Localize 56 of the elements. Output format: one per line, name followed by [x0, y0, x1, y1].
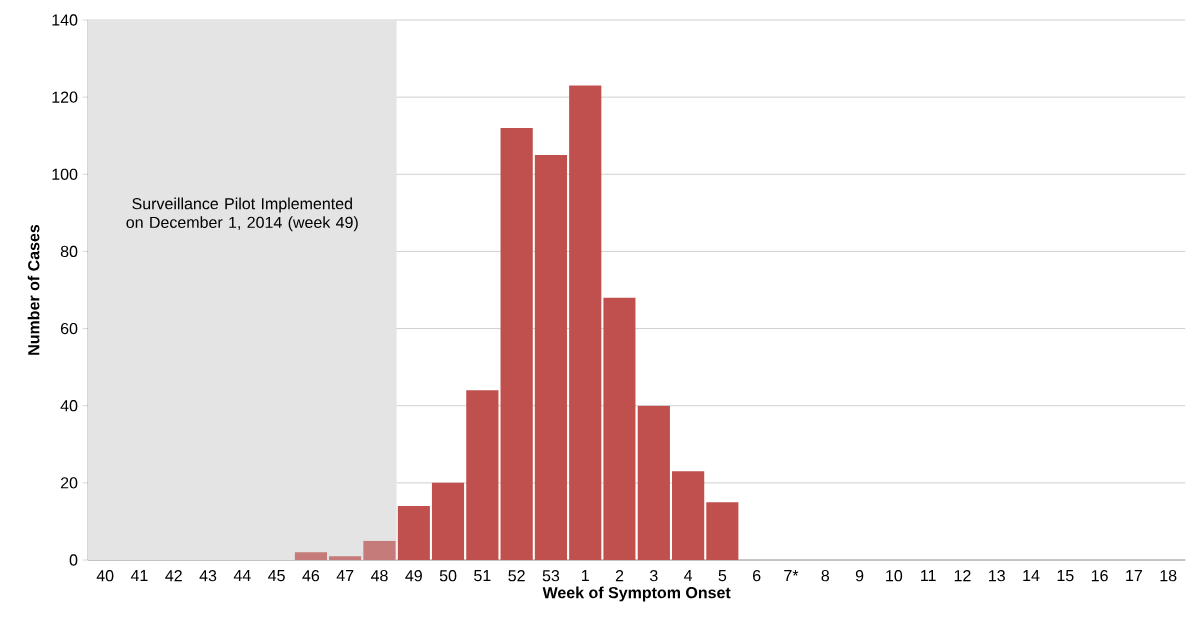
bar	[534, 155, 568, 561]
x-tick-label: 53	[542, 570, 560, 582]
x-tick-label: 15	[1057, 570, 1074, 582]
x-tick-label: 45	[268, 570, 285, 582]
x-tick-label: 13	[989, 570, 1005, 582]
bar	[431, 483, 465, 561]
bar	[671, 471, 705, 561]
x-tick-label: 2	[615, 570, 624, 582]
bar	[500, 128, 533, 561]
y-tick-label: 0	[69, 554, 78, 566]
y-tick-label: 100	[52, 168, 78, 181]
band-label: Surveillance Pilot Implemented on December 1, 2014 (week 49)	[126, 197, 358, 232]
y-axis-title: Number of Cases	[27, 225, 40, 355]
x-tick-label: 14	[1023, 570, 1040, 582]
x-tick-label: 8	[821, 570, 830, 582]
bar	[363, 540, 396, 561]
x-tick-label: 46	[302, 570, 320, 582]
y-tick-label: 40	[60, 400, 78, 412]
x-tick-label: 17	[1126, 570, 1142, 582]
x-tick-label: 47	[336, 570, 354, 582]
x-tick-label: 44	[233, 570, 251, 582]
x-tick-label: 6	[753, 570, 761, 582]
x-tick-label: 51	[474, 570, 491, 582]
x-tick-label: 16	[1091, 570, 1108, 582]
y-tick-label: 20	[60, 477, 78, 489]
bar	[466, 390, 499, 561]
x-tick-label: 10	[886, 570, 903, 582]
bar	[397, 506, 430, 561]
x-tick-label: 48	[370, 570, 388, 582]
x-tick-label: 50	[439, 570, 457, 582]
bar	[603, 297, 636, 561]
x-tick-label: 1	[582, 570, 589, 582]
x-tick-label: 40	[96, 570, 114, 582]
x-tick-label: 18	[1160, 570, 1177, 582]
x-axis-title: Week of Symptom Onset	[542, 586, 731, 602]
y-tick-label: 80	[60, 245, 78, 258]
x-tick-label: 52	[508, 570, 525, 582]
x-tick-label: 12	[954, 570, 971, 582]
x-tick-label: 11	[921, 570, 936, 582]
x-tick-label: 41	[130, 570, 148, 582]
y-tick-label: 120	[52, 91, 78, 103]
x-tick-label: 5	[718, 570, 727, 582]
bar	[294, 552, 328, 561]
x-tick-label: 49	[405, 570, 422, 582]
bar	[637, 405, 670, 561]
x-tick-label: 3	[649, 570, 658, 582]
bar	[706, 502, 739, 561]
x-tick-label: 4	[684, 570, 693, 582]
x-tick-label: 42	[165, 570, 182, 582]
bar	[329, 556, 362, 561]
x-tick-label: 43	[199, 570, 217, 582]
x-tick-label: 7*	[784, 570, 799, 582]
y-tick-label: 60	[60, 323, 78, 335]
x-tick-label: 9	[855, 570, 864, 582]
bar	[569, 85, 602, 561]
y-tick-label: 140	[52, 14, 78, 26]
